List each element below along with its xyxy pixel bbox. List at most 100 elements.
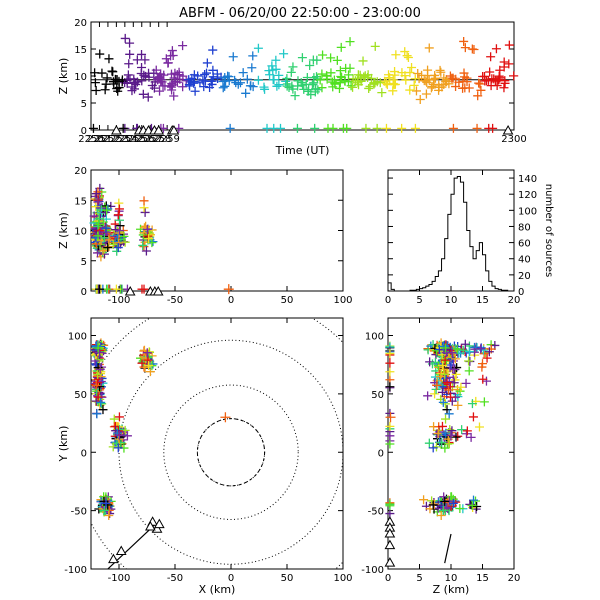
source-marker — [113, 210, 123, 220]
source-marker — [253, 43, 263, 53]
source-marker — [440, 443, 450, 453]
y-tick-label: 20 — [74, 18, 87, 29]
y-tick-label: -50 — [71, 507, 87, 518]
source-marker — [155, 86, 165, 96]
source-marker — [190, 86, 200, 96]
source-marker — [438, 341, 448, 351]
source-marker — [208, 45, 218, 55]
source-marker — [438, 397, 448, 407]
source-marker — [459, 36, 469, 46]
y-tick-label: 15 — [74, 45, 87, 56]
source-marker — [403, 52, 413, 62]
y-tick-label: 100 — [68, 332, 87, 343]
source-marker — [369, 79, 379, 89]
source-marker — [504, 59, 514, 69]
y-tick-label: 10 — [74, 227, 87, 238]
source-marker — [326, 53, 336, 63]
source-marker — [472, 502, 482, 512]
source-marker — [499, 83, 509, 93]
y-tick-label: 20 — [518, 271, 531, 282]
source-marker — [429, 79, 439, 89]
source-marker — [118, 123, 128, 133]
source-marker — [112, 246, 122, 256]
source-marker — [167, 80, 177, 90]
source-marker — [381, 78, 391, 88]
source-marker — [358, 56, 368, 66]
source-marker — [113, 443, 123, 453]
source-marker — [108, 239, 118, 249]
source-marker — [478, 374, 488, 384]
source-marker — [112, 428, 122, 438]
source-marker — [437, 350, 447, 360]
source-marker — [138, 89, 148, 99]
source-marker — [88, 123, 98, 133]
source-marker — [440, 355, 450, 365]
x-tick-label: 100 — [333, 295, 352, 306]
source-marker — [428, 500, 438, 510]
source-marker — [385, 358, 395, 368]
x-tick-label: 50 — [281, 295, 294, 306]
source-marker — [235, 78, 245, 88]
source-marker — [380, 76, 390, 86]
source-marker — [248, 51, 258, 61]
source-marker — [148, 359, 158, 369]
source-marker — [109, 414, 119, 424]
y-tick-label: 120 — [518, 190, 537, 201]
source-marker — [112, 230, 122, 240]
histogram-bar — [454, 178, 457, 291]
source-marker — [370, 41, 380, 51]
x-tick-label: 20 — [508, 295, 521, 306]
source-marker — [385, 439, 395, 449]
source-marker — [437, 438, 447, 448]
source-marker — [137, 63, 147, 73]
source-marker — [469, 45, 479, 55]
x-tick-label: 5 — [416, 295, 422, 306]
source-marker — [120, 33, 130, 43]
range-ring — [163, 384, 299, 520]
source-marker — [464, 356, 474, 366]
x-axis-label: Z (km) — [433, 583, 470, 596]
x-tick-label: 2300 — [501, 134, 526, 145]
source-marker — [178, 71, 188, 81]
source-marker — [390, 70, 400, 80]
source-marker — [308, 55, 318, 65]
range-rings — [91, 318, 343, 569]
source-marker — [93, 369, 103, 379]
source-marker — [474, 78, 484, 88]
source-marker — [178, 41, 188, 51]
source-marker — [348, 82, 358, 92]
source-marker — [238, 68, 248, 78]
histogram-outline — [387, 175, 514, 292]
source-marker — [427, 81, 437, 91]
source-marker — [274, 80, 284, 90]
source-marker — [137, 284, 147, 294]
source-marker — [438, 382, 448, 392]
source-marker — [296, 78, 306, 88]
x-tick-label: 100 — [333, 573, 352, 584]
source-marker — [223, 284, 234, 295]
source-marker — [453, 400, 463, 410]
source-marker — [415, 94, 425, 104]
source-marker — [142, 348, 152, 358]
y-tick-label: 40 — [518, 255, 531, 266]
source-marker — [218, 76, 228, 86]
source-marker — [125, 38, 135, 48]
source-marker — [421, 89, 431, 99]
source-marker — [448, 123, 458, 133]
source-marker — [455, 504, 465, 514]
x-tick-label: 2251 — [87, 134, 112, 145]
source-marker — [139, 196, 149, 206]
source-marker — [405, 85, 415, 95]
source-marker — [91, 341, 101, 351]
y-tick-label: 0 — [81, 126, 87, 137]
y-tick-label: 100 — [365, 332, 384, 343]
y-tick-label: 0 — [81, 287, 87, 298]
x-tick-label: 15 — [476, 295, 489, 306]
station-triangle — [384, 539, 396, 550]
source-marker — [93, 343, 103, 353]
source-marker — [212, 69, 222, 79]
source-marker — [91, 202, 101, 212]
source-marker — [138, 240, 148, 250]
source-marker — [225, 123, 235, 133]
source-marker — [441, 428, 451, 438]
